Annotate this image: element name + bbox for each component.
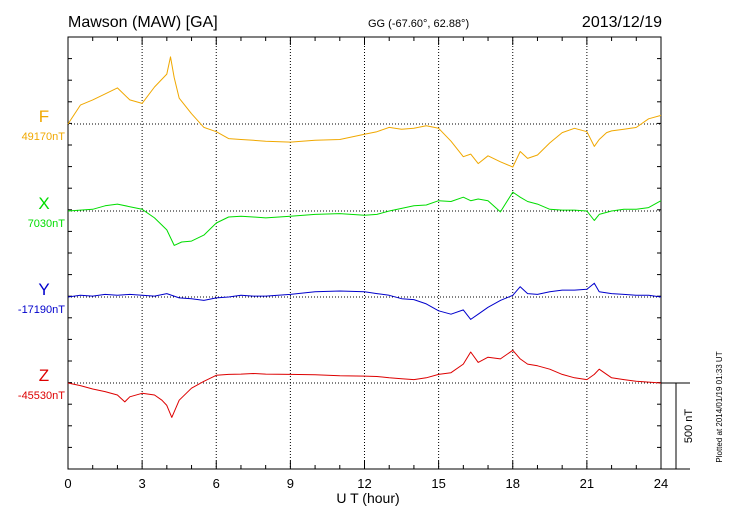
- series-baseline-z: -45530nT: [18, 390, 65, 402]
- series-group: [67, 56, 662, 418]
- x-tick-labels: 0 3 6 9 12 15 18 21 24: [64, 476, 668, 491]
- scale-bar-label: 500 nT: [683, 409, 695, 444]
- x-tick-label: 24: [654, 476, 668, 491]
- series-name-z: Z: [39, 366, 49, 385]
- series-line-x: [67, 191, 662, 246]
- x-tick-label: 12: [357, 476, 371, 491]
- series-name-y: Y: [38, 280, 49, 299]
- grid-lines: [68, 37, 661, 469]
- x-tick-label: 18: [506, 476, 520, 491]
- date-label: 2013/12/19: [582, 14, 662, 31]
- coordinates-label: GG (-67.60°, 62.88°): [368, 18, 469, 30]
- x-tick-label: 3: [139, 476, 146, 491]
- x-axis-label: U T (hour): [336, 490, 399, 506]
- x-tick-label: 21: [580, 476, 594, 491]
- axis-ticks: [67, 36, 662, 470]
- series-baseline-f: 49170nT: [22, 131, 66, 143]
- x-tick-label: 15: [431, 476, 445, 491]
- station-title: Mawson (MAW) [GA]: [68, 14, 218, 31]
- series-name-x: X: [38, 194, 49, 213]
- series-baseline-x: 7030nT: [28, 218, 66, 230]
- series-line-z: [67, 349, 662, 418]
- series-name-f: F: [39, 107, 49, 126]
- x-tick-label: 0: [64, 476, 71, 491]
- scale-bar: 500 nT: [661, 382, 695, 470]
- series-line-f: [67, 56, 662, 168]
- plotted-note: Plotted at 2014/01/19 01:33 UT: [715, 351, 724, 462]
- series-line-y: [67, 282, 662, 320]
- series-labels: F 49170nT X 7030nT Y -17190nT Z -45530nT: [18, 107, 65, 402]
- series-baseline-y: -17190nT: [18, 304, 65, 316]
- x-tick-label: 6: [213, 476, 220, 491]
- x-tick-label: 9: [287, 476, 294, 491]
